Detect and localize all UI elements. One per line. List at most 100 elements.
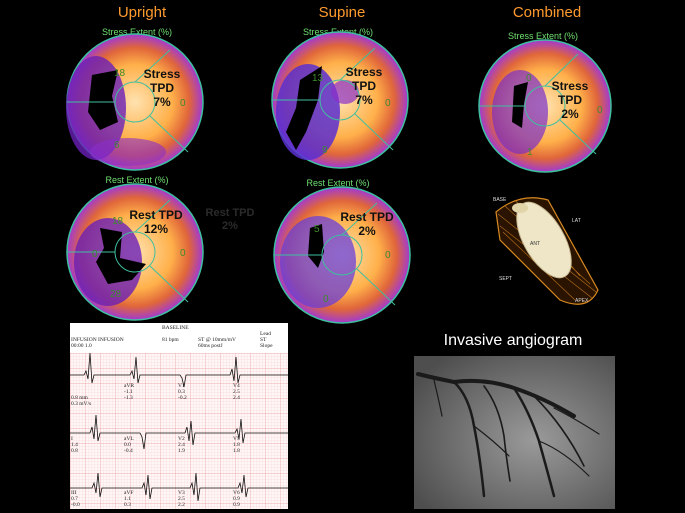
polar-map-combined-stress [478, 39, 612, 173]
segment-value: 0 [597, 105, 603, 116]
tpd-title: Rest TPD [129, 208, 183, 222]
lead-slope: 0.8 [71, 448, 78, 454]
lead-name: aVL [124, 436, 134, 442]
ecg-slope-header: Slope [260, 343, 273, 349]
ecg-lead: V3 2.5 2.2 [178, 490, 185, 508]
ghost-title: Rest TPD [205, 207, 255, 219]
lead-slope: 2.2 [178, 502, 185, 508]
supine-title: Supine [318, 4, 366, 21]
lv-label-sept: SEPT [499, 276, 513, 282]
tpd-value: 7% [153, 95, 171, 109]
lead-slope: 2.4 [233, 395, 240, 401]
upright-rest-tpd: Rest TPD 12% [128, 208, 184, 236]
lead-slope: 1.8 [233, 448, 240, 454]
lead-slope: 0.3 mV/s [71, 401, 92, 407]
lead-st: 2.5 [233, 389, 240, 395]
polar-map-supine-stress [271, 31, 409, 169]
lead-slope: 0.3 [124, 502, 131, 508]
segment-value: 9 [322, 145, 328, 156]
lv-wireframe-model [495, 197, 599, 305]
segment-value: 0 [180, 248, 186, 259]
combined-title: Combined [512, 4, 582, 21]
segment-value: 0 [92, 249, 98, 260]
tpd-value: 12% [143, 222, 169, 236]
lead-st: -1.1 [124, 389, 133, 395]
supine-rest-extent-label: Rest Extent (%) [306, 178, 370, 188]
lv-label-ant: ANT [530, 241, 540, 247]
ecg-infusion: INFUSION INFUSION [71, 337, 124, 343]
lead-slope: 0.9 [233, 502, 240, 508]
lead-st: 2.5 [178, 496, 185, 502]
ecg-traces [70, 352, 288, 502]
segment-value: 18 [114, 68, 126, 79]
lead-st: 1.8 [233, 442, 240, 448]
ecg-lead: 0.8 mm 0.3 mV/s [71, 389, 91, 407]
segment-value: 6 [114, 140, 120, 151]
angiogram-vessels [414, 356, 615, 509]
tpd-value: 2% [561, 107, 579, 121]
tpd-title: Stress TPD [345, 65, 383, 93]
segment-value: 0 [323, 294, 329, 305]
upright-stress-extent-label: Stress Extent (%) [101, 27, 173, 37]
ecg-bpm: 81 bpm [162, 337, 179, 343]
ecg-lead: I 1.4 0.8 [71, 436, 78, 454]
lv-label-apex: APEX [575, 298, 589, 304]
ecg-scale-post: 60ms postJ [198, 343, 223, 349]
segment-value: 0 [180, 98, 186, 109]
segment-value: 1 [527, 147, 533, 158]
ecg-lead-header: Lead [260, 331, 271, 337]
lead-st: 2.4 [178, 442, 185, 448]
angiogram-title: Invasive angiogram [443, 332, 583, 349]
segment-value: 0 [526, 73, 532, 84]
lead-slope: -0.4 [124, 448, 133, 454]
lead-st: 1.4 [71, 442, 78, 448]
lead-name: aVF [124, 490, 134, 496]
ecg-lead: aVL 0.0 -0.4 [124, 436, 134, 454]
ecg-lead: V2 2.4 1.9 [178, 436, 185, 454]
lead-st: 1.1 [124, 496, 131, 502]
upright-rest-extent-label: Rest Extent (%) [105, 175, 169, 185]
ecg-grid [70, 323, 288, 509]
combined-stress-tpd: Stress TPD 2% [538, 79, 602, 121]
polar-map-upright-rest [66, 183, 204, 321]
lead-st: 0.7 [71, 496, 78, 502]
lead-slope: -0.2 [178, 395, 187, 401]
lead-name: V2 [178, 436, 185, 442]
lead-slope: -0.0 [71, 502, 80, 508]
lead-name: V6 [233, 490, 240, 496]
polar-map-supine-rest [273, 186, 411, 324]
lead-name: V5 [233, 436, 240, 442]
angiogram-image [414, 356, 615, 509]
ecg-lead: V6 0.9 0.9 [233, 490, 240, 508]
lv-label-lat: LAT [572, 218, 581, 224]
segment-value: 18 [112, 216, 124, 227]
segment-value: 0 [385, 250, 391, 261]
ecg-lead: aVF 1.1 0.3 [124, 490, 133, 508]
ghost-value: 2% [222, 220, 238, 232]
lead-st: 0.8 mm [71, 395, 88, 401]
faded-rest-tpd: Rest TPD 2% [205, 207, 255, 233]
lead-slope: -1.3 [124, 395, 133, 401]
lead-name: III [71, 490, 77, 496]
combined-stress-extent-label: Stress Extent (%) [507, 31, 579, 41]
lv-label-base: BASE [493, 197, 507, 203]
segment-value: 13 [312, 73, 324, 84]
lead-name: aVR [124, 383, 135, 389]
lead-name: I [71, 436, 73, 442]
ecg-st-header: ST [260, 337, 267, 343]
ecg-lead: aVR -1.1 -1.3 [124, 383, 134, 401]
segment-value: 5 [314, 224, 320, 235]
segment-value: 28 [110, 289, 122, 300]
ecg-lead: V4 2.5 2.4 [233, 383, 240, 401]
lead-st: 0.9 [233, 496, 240, 502]
upright-stress-tpd: Stress TPD 7% [132, 67, 192, 109]
polar-map-upright-stress [66, 33, 204, 171]
lead-st: 0.0 [124, 442, 131, 448]
ecg-lead: V1 0.3 -0.2 [178, 383, 187, 401]
tpd-title: Rest TPD [340, 210, 394, 224]
segment-value: 0 [385, 98, 391, 109]
ecg-title: BASELINE [162, 325, 189, 331]
ecg-strip: BASELINE INFUSION INFUSION 00:00 1.0 81 … [70, 323, 288, 509]
upright-title: Upright [117, 4, 167, 21]
tpd-value: 2% [358, 224, 376, 238]
